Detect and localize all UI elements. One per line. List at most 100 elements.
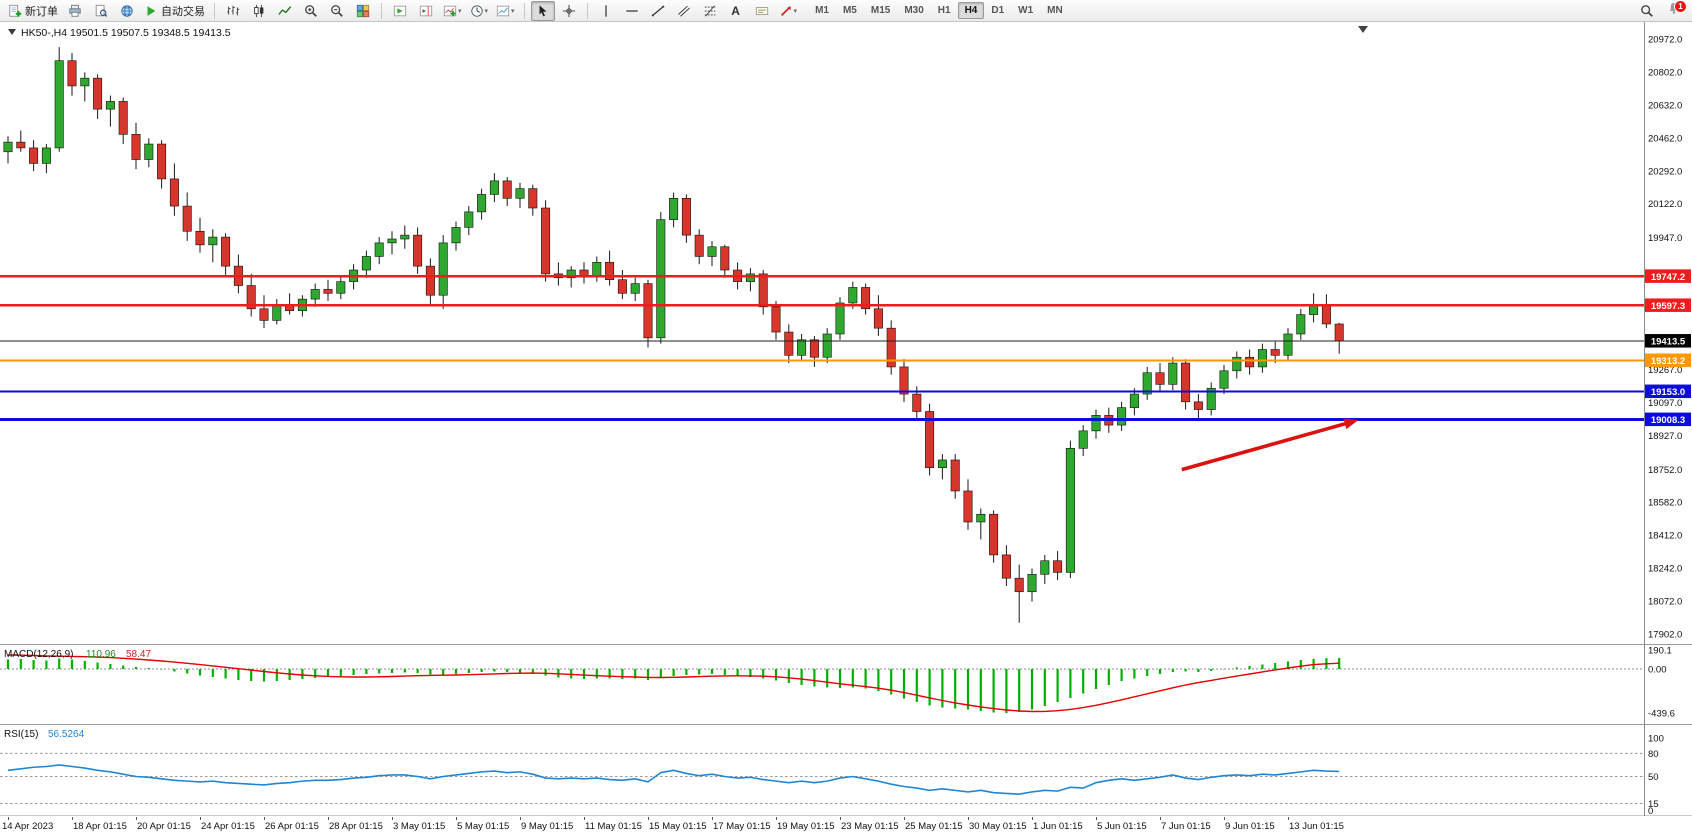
candle [976, 513, 986, 523]
chart-shift-button[interactable] [414, 1, 438, 21]
channel-tool-button[interactable] [672, 1, 696, 21]
templates-button[interactable]: ▾ [493, 1, 518, 21]
candle [361, 256, 371, 271]
rsi-value: 56.5264 [48, 729, 85, 740]
time-axis-tick [8, 817, 9, 820]
macd-scale-label: 190.1 [1648, 645, 1672, 656]
auto-scroll-icon [393, 4, 407, 18]
oneclick-collapse-arrow[interactable] [8, 29, 16, 35]
notifications-button[interactable]: 1 [1665, 0, 1687, 20]
timeframe-button-h4[interactable]: H4 [957, 2, 985, 19]
zoom-in-button[interactable] [299, 1, 323, 21]
text-label-tool-button[interactable] [750, 1, 774, 21]
candle [861, 287, 871, 310]
rsi-line [7, 764, 1340, 796]
price-badge [1645, 384, 1691, 399]
macd-label: MACD(12,26,9) [4, 649, 73, 660]
price-axis-label: 18582.0 [1648, 498, 1682, 509]
time-axis-label: 28 Apr 01:15 [329, 821, 383, 832]
candle [925, 411, 935, 469]
candlestick-chart-button[interactable] [247, 1, 271, 21]
toolbar-separator [381, 2, 382, 19]
new-order-button[interactable]: 新订单 [5, 1, 61, 21]
timeframe-button-m30[interactable]: M30 [904, 5, 924, 16]
cursor-tool-button[interactable] [530, 0, 555, 21]
print-button[interactable] [63, 1, 87, 21]
new-order-label: 新订单 [25, 5, 58, 18]
price-axis[interactable]: 20972.0 20802.0 20632.0 20462.0 20292.0 20122… [1645, 35, 1691, 641]
arrow-tool-button[interactable]: ▾ [776, 1, 801, 21]
text-tool-button[interactable]: A [724, 1, 748, 21]
candle [1193, 401, 1203, 410]
candle [1027, 574, 1037, 593]
rsi-scale-label: 80 [1648, 749, 1659, 760]
chart-region[interactable]: 20972.0 20802.0 20632.0 20462.0 20292.0 20122… [0, 22, 1692, 816]
timeframe-button-m15[interactable]: M15 [870, 5, 891, 16]
chart-shift-marker[interactable] [1358, 26, 1368, 33]
candle [835, 302, 845, 335]
trend-arrow-annotation[interactable] [1181, 420, 1352, 472]
timeframe-button-m1[interactable]: M1 [815, 5, 829, 16]
tile-windows-button[interactable] [351, 1, 375, 21]
candle [208, 236, 218, 246]
timeframe-button-w1[interactable]: W1 [1018, 5, 1034, 16]
candle [745, 273, 755, 282]
time-axis-tick [840, 817, 841, 820]
autotrade-button[interactable]: 自动交易 [141, 1, 208, 21]
candle [54, 60, 64, 149]
timeframe-button-m5[interactable]: M5 [842, 5, 857, 16]
rsi-panel[interactable]: RSI(15) 56.5264 100 80 50 150 [0, 729, 1664, 816]
candle [451, 227, 461, 244]
timeframe-button-d1[interactable]: D1 [991, 5, 1005, 16]
time-axis-label: 13 Jun 01:15 [1289, 821, 1344, 832]
time-axis-tick [1096, 817, 1097, 820]
periods-button[interactable]: ▾ [467, 1, 492, 21]
candle [912, 393, 922, 412]
globe-button[interactable] [115, 1, 139, 21]
trendline-tool-button[interactable] [646, 1, 670, 21]
candle [963, 490, 973, 523]
time-axis[interactable]: 14 Apr 2023 18 Apr 01:15 20 Apr 01:15 24 Ap… [0, 817, 1692, 838]
time-axis-tick [136, 817, 137, 820]
new-order-icon [8, 4, 22, 18]
print-preview-button[interactable] [89, 1, 113, 21]
candle [1270, 349, 1280, 356]
bars-chart-button[interactable] [221, 1, 245, 21]
periods-clock-icon [470, 4, 484, 18]
timeframe-button-mn[interactable]: MN [1047, 5, 1063, 16]
candle [643, 283, 653, 339]
time-axis-tick [1224, 817, 1225, 820]
horizontal-line-tool-button[interactable] [620, 1, 644, 21]
line-chart-button[interactable] [273, 1, 297, 21]
vertical-line-tool-button[interactable] [594, 1, 618, 21]
candle [1155, 372, 1165, 385]
chevron-down-icon: ▾ [484, 7, 489, 15]
price-axis-label: 18242.0 [1648, 564, 1682, 575]
crosshair-tool-button[interactable] [557, 1, 581, 21]
chevron-down-icon: ▾ [458, 7, 462, 15]
price-badge-value: 19597.3 [1651, 301, 1685, 312]
price-axis-label: 20292.0 [1648, 166, 1682, 177]
zoom-out-icon [330, 4, 344, 18]
time-axis-label: 20 Apr 01:15 [137, 821, 191, 832]
time-axis-label: 1 Jun 01:15 [1033, 821, 1083, 832]
candle [29, 147, 39, 164]
trend-arrow-head[interactable] [1343, 418, 1359, 430]
timeframe-button-h1[interactable]: H1 [937, 5, 951, 16]
auto-scroll-button[interactable] [388, 1, 412, 21]
candle [630, 283, 640, 294]
globe-icon [120, 4, 134, 18]
indicators-button[interactable]: ▾ [440, 1, 465, 21]
macd-panel[interactable]: MACD(12,26,9) 110.96 58.47 190.1 0.00 -439.6 [0, 645, 1675, 719]
candle [656, 219, 666, 339]
chevron-down-icon: ▾ [511, 7, 515, 15]
candle [515, 188, 525, 199]
search-button[interactable] [1635, 1, 1659, 21]
candle [502, 180, 512, 199]
fibonacci-tool-button[interactable] [698, 1, 722, 21]
candle [1065, 448, 1075, 573]
candle [1181, 362, 1191, 403]
zoom-out-button[interactable] [325, 1, 349, 21]
notification-badge[interactable]: 1 [1674, 0, 1687, 13]
